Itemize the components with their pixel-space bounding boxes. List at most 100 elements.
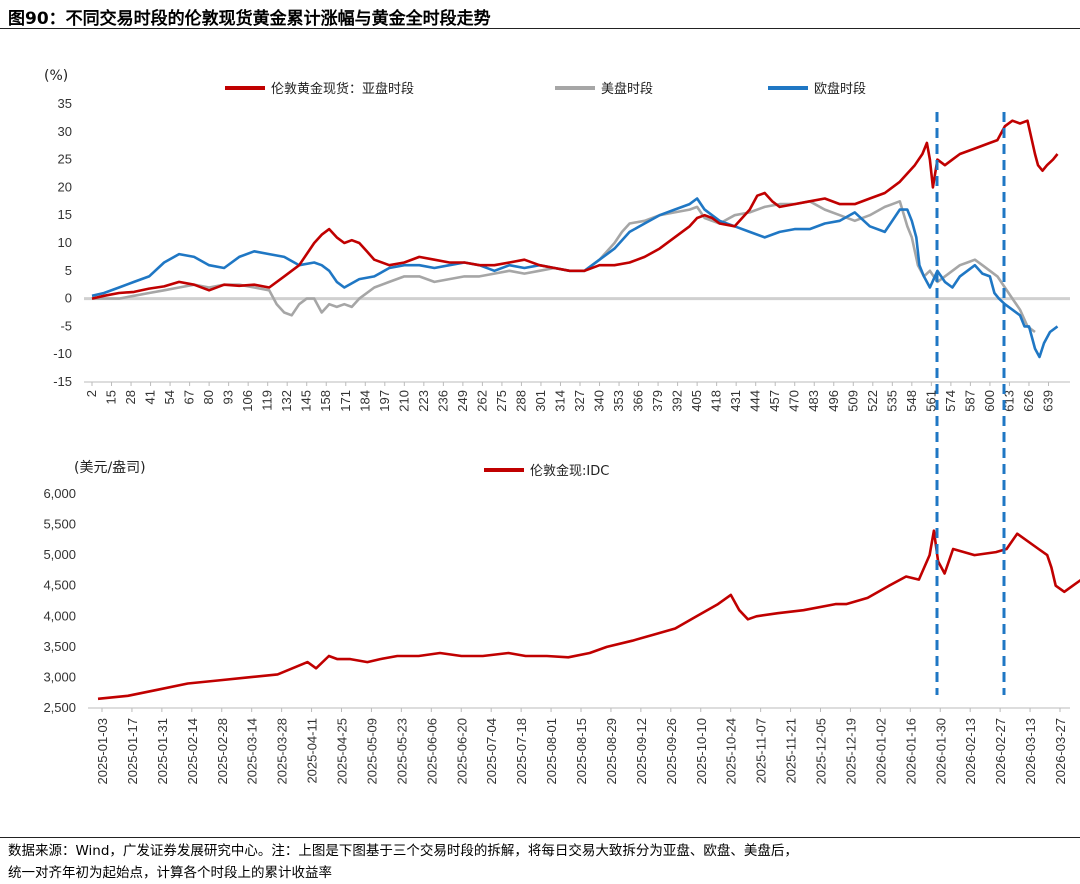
top-x-tick-label: 470 xyxy=(787,390,802,412)
top-x-tick-label: 301 xyxy=(533,390,548,412)
top-x-tick-label: 119 xyxy=(260,390,275,411)
top-y-tick-label: 5 xyxy=(65,263,72,278)
top-x-tick-label: 366 xyxy=(631,390,646,412)
top-x-tick-label: 41 xyxy=(143,390,158,404)
bottom-x-tick-label: 2026-03-27 xyxy=(1053,718,1068,785)
bottom-x-tick-label: 2025-01-17 xyxy=(125,718,140,785)
top-x-tick-label: 132 xyxy=(279,390,294,412)
bottom-x-tick-label: 2025-10-10 xyxy=(694,718,709,785)
title-rule xyxy=(0,28,1080,29)
bottom-x-tick-label: 2025-07-04 xyxy=(484,718,499,785)
top-x-tick-label: 158 xyxy=(318,390,333,412)
top-x-tick-label: 262 xyxy=(474,390,489,412)
bottom-y-tick-label: 3,000 xyxy=(43,669,76,684)
bottom-x-tick-label: 2025-06-20 xyxy=(454,718,469,785)
top-x-tick-label: 314 xyxy=(552,390,567,412)
top-x-tick-label: 93 xyxy=(221,390,236,404)
bottom-x-tick-label: 2026-02-27 xyxy=(993,718,1008,785)
top-legend-label: 伦敦黄金现货：亚盘时段 xyxy=(271,81,414,97)
figure-title: 图90：不同交易时段的伦敦现货黄金累计涨幅与黄金全时段走势 xyxy=(8,9,491,29)
gold-session-charts: (%) -15 -10 -5 0 5 10 15 20 25 30 35 2 15 28 41 54 67 80 93… xyxy=(43,68,1080,785)
top-x-tick-label: 236 xyxy=(435,390,450,412)
top-y-unit-label: (%) xyxy=(44,68,68,84)
top-x-tick-label: 2 xyxy=(84,390,99,397)
bottom-x-tick-label: 2025-05-09 xyxy=(364,718,379,785)
bottom-y-tick-label: 5,000 xyxy=(43,547,76,562)
top-y-tick-label: 10 xyxy=(58,235,72,250)
bottom-y-tick-label: 3,500 xyxy=(43,639,76,654)
top-x-tick-label: 548 xyxy=(904,390,919,412)
top-x-tick-label: 509 xyxy=(845,390,860,412)
top-y-tick-label: 35 xyxy=(58,96,72,111)
source-note-line2: 统一对齐年初为起始点，计算各个时段上的累计收益率 xyxy=(8,865,332,881)
bottom-y-tick-label: 4,500 xyxy=(43,578,76,593)
top-x-tick-label: 54 xyxy=(162,390,177,404)
bottom-x-tick-label: 2025-06-06 xyxy=(424,718,439,785)
bottom-x-tick-label: 2025-01-31 xyxy=(155,718,170,785)
top-x-tick-label: 561 xyxy=(923,390,938,412)
top-x-tick-label: 288 xyxy=(513,390,528,412)
bottom-x-tick-label: 2025-02-14 xyxy=(185,718,200,785)
top-x-tick-label: 600 xyxy=(982,390,997,412)
top-x-tick-label: 587 xyxy=(962,390,977,412)
top-x-tick-label: 353 xyxy=(611,390,626,412)
top-x-tick-label: 210 xyxy=(396,390,411,412)
bottom-x-tick-label: 2025-03-28 xyxy=(275,718,290,785)
top-series-line-0 xyxy=(91,119,1059,300)
bottom-x-tick-label: 2025-10-24 xyxy=(724,718,739,785)
bottom-x-tick-label: 2025-11-21 xyxy=(784,718,799,784)
bottom-y-tick-label: 5,500 xyxy=(43,517,76,532)
bottom-x-tick-label: 2025-09-26 xyxy=(664,718,679,785)
top-y-tick-label: 30 xyxy=(58,124,72,139)
top-x-tick-label: 574 xyxy=(943,390,958,412)
bottom-x-tick-label: 2025-12-05 xyxy=(814,718,829,785)
bottom-y-tick-label: 6,000 xyxy=(43,486,76,501)
top-x-tick-label: 340 xyxy=(592,390,607,412)
top-x-tick-label: 15 xyxy=(104,390,119,404)
bottom-legend-label: 伦敦金现:IDC xyxy=(530,463,609,479)
top-x-tick-label: 457 xyxy=(767,390,782,412)
bottom-x-tick-label: 2025-04-11 xyxy=(305,718,320,784)
top-x-tick-label: 405 xyxy=(689,390,704,412)
bottom-x-tick-label: 2025-07-18 xyxy=(514,718,529,785)
top-x-tick-label: 522 xyxy=(865,390,880,412)
top-y-tick-label: 20 xyxy=(58,179,72,194)
top-x-tick-label: 535 xyxy=(884,390,899,412)
bottom-x-tick-label: 2025-04-25 xyxy=(335,718,350,785)
top-x-tick-label: 496 xyxy=(826,390,841,412)
top-x-tick-label: 275 xyxy=(494,390,509,412)
top-series-line-2 xyxy=(91,197,1059,359)
top-x-tick-label: 379 xyxy=(650,390,665,412)
top-y-tick-label: -10 xyxy=(53,346,72,361)
top-x-tick-label: 392 xyxy=(670,390,685,412)
top-x-tick-label: 171 xyxy=(338,390,353,412)
top-y-tick-label: -5 xyxy=(60,318,72,333)
bottom-series-line xyxy=(97,529,1080,701)
top-y-tick-label: 15 xyxy=(58,207,72,222)
bottom-x-tick-label: 2025-01-03 xyxy=(95,718,110,785)
top-x-tick-label: 327 xyxy=(572,390,587,412)
footer-rule xyxy=(0,837,1080,838)
bottom-x-tick-label: 2026-03-13 xyxy=(1023,718,1038,785)
source-note-line1: 数据来源：Wind，广发证券发展研究中心。注：上图是下图基于三个交易时段的拆解，… xyxy=(8,843,798,859)
top-x-tick-label: 626 xyxy=(1021,390,1036,412)
bottom-x-tick-label: 2026-01-16 xyxy=(903,718,918,785)
top-x-tick-label: 444 xyxy=(748,390,763,412)
top-x-tick-label: 197 xyxy=(377,390,392,412)
bottom-x-tick-label: 2025-08-29 xyxy=(604,718,619,785)
top-y-tick-label: 25 xyxy=(58,152,72,167)
top-x-tick-label: 249 xyxy=(455,390,470,412)
top-x-tick-label: 28 xyxy=(123,390,138,404)
top-y-tick-label: -15 xyxy=(53,374,72,389)
top-x-tick-label: 223 xyxy=(416,390,431,412)
bottom-x-tick-label: 2025-02-28 xyxy=(215,718,230,785)
bottom-x-tick-label: 2026-01-02 xyxy=(873,718,888,785)
bottom-x-tick-label: 2026-01-30 xyxy=(933,718,948,785)
bottom-y-tick-label: 2,500 xyxy=(43,700,76,715)
bottom-x-tick-label: 2025-08-01 xyxy=(544,718,559,785)
bottom-y-tick-label: 4,000 xyxy=(43,608,76,623)
top-y-tick-label: 0 xyxy=(65,291,72,306)
top-legend-label: 欧盘时段 xyxy=(814,81,866,97)
top-x-tick-label: 106 xyxy=(240,390,255,412)
top-x-tick-label: 431 xyxy=(728,390,743,412)
